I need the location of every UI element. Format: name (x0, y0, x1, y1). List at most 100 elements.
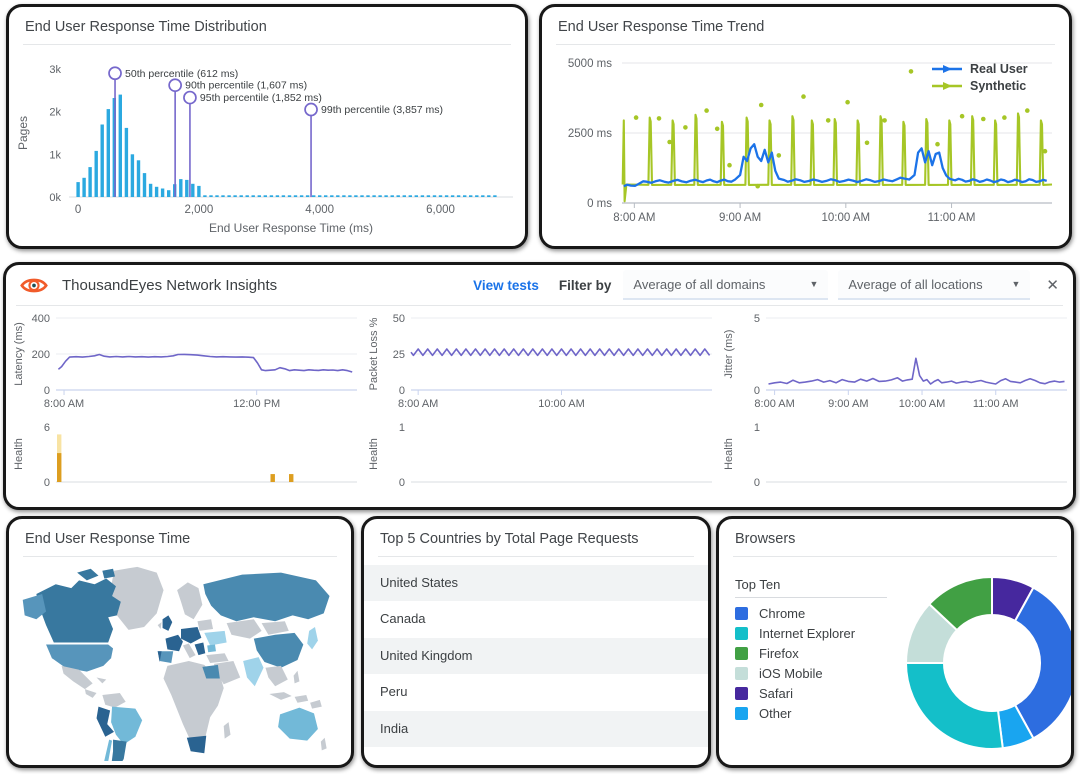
chevron-down-icon: ▼ (1011, 279, 1021, 289)
map-region-cuba[interactable] (96, 677, 107, 684)
map-region-france[interactable] (165, 634, 183, 652)
map-region-baltics[interactable] (197, 619, 214, 631)
packet-loss-chart[interactable]: 0 25 50 8:00 AM 10:00 AM Packet Loss % (365, 308, 720, 416)
map-region-greenland[interactable] (110, 566, 164, 630)
map-region-portugal[interactable] (157, 651, 162, 662)
map-region-alaska[interactable] (22, 594, 47, 620)
latency-health-chart[interactable]: 6 0 Health (10, 416, 365, 496)
map-region-mongolia[interactable] (261, 621, 289, 635)
map-region-new-zealand[interactable] (320, 737, 327, 751)
country-row[interactable]: India (364, 710, 708, 747)
donut-slice-firefox[interactable] (927, 575, 993, 632)
browsers-donut-chart[interactable] (897, 567, 1074, 762)
map-region-central-america[interactable] (84, 689, 97, 698)
map-region-australia[interactable] (278, 707, 318, 741)
map-region-united-kingdom[interactable] (162, 615, 173, 631)
map-region-mexico[interactable] (61, 665, 93, 690)
panel-response-time-distribution: End User Response Time Distribution 0k 1k… (6, 4, 528, 249)
map-region-china[interactable] (253, 632, 304, 668)
svg-text:0: 0 (44, 385, 50, 397)
map-region-indonesia[interactable] (269, 692, 292, 700)
map-region-scandinavia[interactable] (177, 582, 203, 620)
packet-loss-health-chart[interactable]: 1 0 Health (365, 416, 720, 496)
map-region-ireland[interactable] (157, 622, 162, 629)
legend-label: iOS Mobile (759, 666, 823, 681)
map-region-indonesia[interactable] (294, 694, 309, 703)
svg-text:5: 5 (754, 313, 760, 325)
domain-filter-select[interactable]: Average of all domains ▼ (623, 270, 829, 300)
domain-filter-value: Average of all domains (633, 276, 766, 292)
svg-text:11:00 AM: 11:00 AM (973, 398, 1019, 410)
map-region-iceland[interactable] (149, 593, 161, 602)
map-region-central-europe[interactable] (181, 627, 202, 644)
legend-label: Safari (759, 686, 793, 701)
divider (733, 556, 1057, 557)
jitter-health-chart[interactable]: 1 0 Health (720, 416, 1075, 496)
map-region-colombia[interactable] (102, 693, 126, 708)
divider (16, 305, 1063, 306)
svg-text:0: 0 (754, 385, 760, 397)
svg-text:6: 6 (44, 422, 50, 434)
country-row[interactable]: United Kingdom (364, 637, 708, 675)
svg-text:Health: Health (13, 438, 25, 470)
divider (556, 44, 1055, 45)
map-region-kazakhstan[interactable] (226, 619, 262, 639)
map-region-madagascar[interactable] (223, 722, 231, 739)
close-icon[interactable]: ✕ (1046, 277, 1059, 294)
map-region-balkans[interactable] (194, 642, 206, 656)
svg-text:0 ms: 0 ms (587, 198, 612, 210)
legend-item[interactable]: Firefox (735, 646, 887, 661)
map-region-arctic-islands[interactable] (77, 568, 99, 581)
location-filter-select[interactable]: Average of all locations ▼ (838, 270, 1031, 300)
map-region-egypt[interactable] (202, 664, 220, 679)
map-region-africa[interactable] (163, 661, 224, 746)
legend-swatch (735, 627, 748, 640)
map-region-india[interactable] (243, 657, 264, 687)
legend-item[interactable]: Other (735, 706, 887, 721)
svg-text:2k: 2k (49, 107, 61, 119)
country-row[interactable]: Peru (364, 674, 708, 711)
map-region-brazil[interactable] (111, 706, 143, 745)
svg-text:Pages: Pages (16, 116, 30, 150)
latency-chart[interactable]: 0 200 400 8:00 AM 12:00 PM Latency (ms) (10, 308, 365, 416)
legend-item[interactable]: Safari (735, 686, 887, 701)
distribution-chart[interactable]: 0k 1k 2k 3k 50th percentile (612 ms)90th per… (13, 47, 525, 239)
map-region-italy[interactable] (182, 643, 196, 659)
map-region-romania[interactable] (207, 644, 216, 653)
map-region-united-states[interactable] (46, 644, 114, 672)
legend-item[interactable]: iOS Mobile (735, 666, 887, 681)
map-region-peru[interactable] (96, 706, 115, 737)
jitter-chart[interactable]: 0 5 8:00 AM 9:00 AM 10:00 AM 11:00 AM Jitter (… (720, 308, 1075, 416)
browsers-body: Top Ten Chrome Internet Explorer Firefox iO… (719, 557, 1071, 762)
map-region-argentina[interactable] (111, 739, 127, 761)
svg-text:10:00 AM: 10:00 AM (538, 398, 584, 410)
svg-text:5000 ms: 5000 ms (568, 58, 612, 70)
map-region-south-africa[interactable] (186, 735, 207, 754)
map-region-philippines[interactable] (293, 670, 300, 684)
map-region-chile[interactable] (103, 739, 113, 761)
thousandeyes-header: ThousandEyes Network Insights View tests… (6, 265, 1073, 305)
map-region-canada[interactable] (36, 578, 121, 643)
donut-slice-chrome[interactable] (1013, 586, 1074, 740)
map-region-arctic-islands[interactable] (102, 568, 115, 579)
view-tests-link[interactable]: View tests (473, 277, 539, 293)
country-row[interactable]: United States (364, 565, 708, 602)
legend-item[interactable]: Internet Explorer (735, 626, 887, 641)
svg-text:50: 50 (393, 313, 405, 325)
map-region-new-guinea[interactable] (310, 699, 322, 709)
map-region-russia[interactable] (203, 572, 330, 622)
trend-chart[interactable]: 0 ms 2500 ms 5000 ms 8:00 AM 9:00 AM 10:00 AM… (544, 47, 1068, 239)
map-region-ukraine[interactable] (204, 630, 227, 646)
location-filter-value: Average of all locations (848, 276, 983, 292)
svg-text:Synthetic: Synthetic (970, 79, 1026, 93)
legend-item[interactable]: Chrome (735, 606, 887, 621)
map-region-southeast-asia[interactable] (265, 665, 288, 687)
divider (23, 556, 337, 557)
svg-text:0: 0 (399, 477, 405, 489)
map-region-japan[interactable] (307, 627, 318, 650)
map-region-turkey[interactable] (206, 653, 229, 663)
map-region-spain[interactable] (157, 651, 174, 663)
donut-slice-internet-explorer[interactable] (904, 662, 1004, 750)
svg-text:12:00 PM: 12:00 PM (233, 398, 280, 410)
country-row[interactable]: Canada (364, 601, 708, 638)
